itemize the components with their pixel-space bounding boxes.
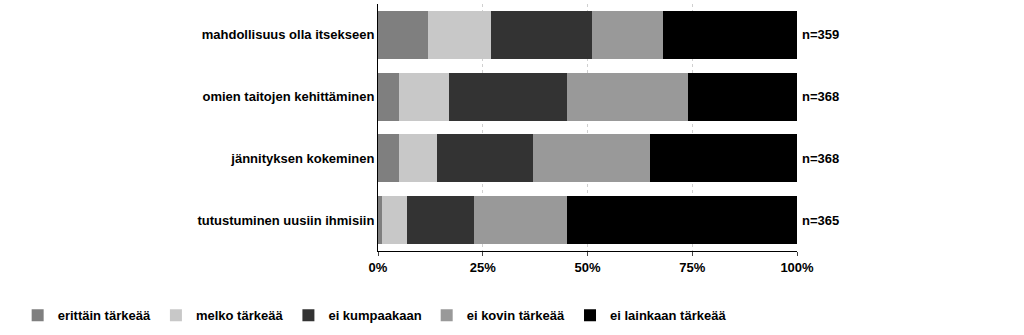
svg-text:100%: 100% [780,260,814,275]
svg-text:0%: 0% [369,260,388,275]
svg-text:melko tärkeää: melko tärkeää [196,308,283,323]
svg-text:ei kovin tärkeää: ei kovin tärkeää [467,308,565,323]
svg-text:n=365: n=365 [802,213,839,228]
svg-text:n=359: n=359 [802,27,839,42]
svg-text:75%: 75% [679,260,705,275]
svg-text:omien taitojen kehittäminen: omien taitojen kehittäminen [202,89,374,104]
svg-text:50%: 50% [574,260,600,275]
svg-text:n=368: n=368 [802,89,839,104]
svg-text:25%: 25% [470,260,496,275]
svg-text:tutustuminen uusiin ihmisiin: tutustuminen uusiin ihmisiin [197,213,374,228]
svg-text:mahdollisuus olla itsekseen: mahdollisuus olla itsekseen [202,27,375,42]
svg-text:jännityksen kokeminen: jännityksen kokeminen [230,151,374,166]
svg-text:ei kumpaakaan: ei kumpaakaan [328,308,421,323]
svg-text:n=368: n=368 [802,151,839,166]
svg-text:ei lainkaan tärkeää: ei lainkaan tärkeää [610,308,726,323]
svg-text:erittäin tärkeää: erittäin tärkeää [58,308,151,323]
